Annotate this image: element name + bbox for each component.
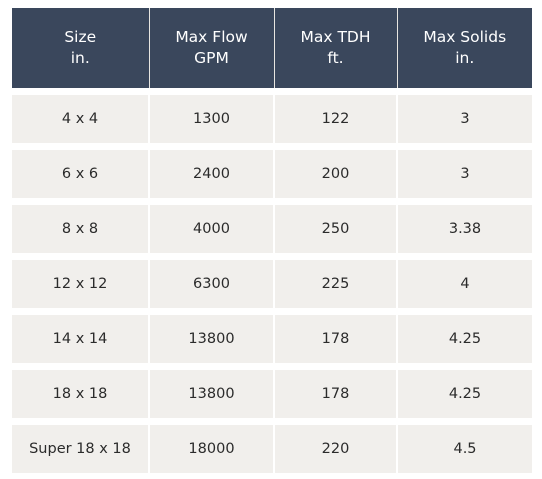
- cell-max-flow: 4000: [149, 198, 275, 257]
- table-row: 6 x 6 2400 200 3: [12, 143, 532, 202]
- table-body: 4 x 4 1300 122 3 6 x 6 2400 200 3 8 x 8 …: [12, 88, 532, 473]
- cell-max-solids: 3: [397, 88, 532, 147]
- header-row: Size in. Max Flow GPM Max TDH ft. Max So…: [12, 8, 532, 92]
- header-max-solids-label: Max Solids: [423, 28, 507, 46]
- header-max-tdh-label: Max TDH: [300, 28, 371, 46]
- cell-max-tdh: 178: [274, 363, 398, 422]
- header-max-tdh-unit: ft.: [327, 49, 344, 67]
- cell-max-solids: 4.25: [397, 308, 532, 367]
- table-row: 12 x 12 6300 225 4: [12, 253, 532, 312]
- cell-max-solids: 4: [397, 253, 532, 312]
- cell-max-tdh: 178: [274, 308, 398, 367]
- cell-max-tdh: 122: [274, 88, 398, 147]
- header-max-solids-unit: in.: [455, 49, 475, 67]
- cell-max-flow: 2400: [149, 143, 275, 202]
- cell-max-tdh: 200: [274, 143, 398, 202]
- cell-max-tdh: 250: [274, 198, 398, 257]
- cell-max-solids: 3.38: [397, 198, 532, 257]
- cell-max-flow: 1300: [149, 88, 275, 147]
- cell-max-flow: 18000: [149, 418, 275, 473]
- header-size-unit: in.: [70, 49, 90, 67]
- header-max-solids: Max Solids in.: [397, 8, 532, 92]
- cell-max-flow: 13800: [149, 308, 275, 367]
- cell-size: 12 x 12: [12, 253, 150, 312]
- header-max-tdh: Max TDH ft.: [274, 8, 398, 92]
- pump-spec-table: Size in. Max Flow GPM Max TDH ft. Max So…: [12, 8, 532, 473]
- table-row: 18 x 18 13800 178 4.25: [12, 363, 532, 422]
- cell-size: Super 18 x 18: [12, 418, 150, 473]
- header-size-label: Size: [64, 28, 97, 46]
- cell-size: 8 x 8: [12, 198, 150, 257]
- table-header: Size in. Max Flow GPM Max TDH ft. Max So…: [12, 8, 532, 92]
- cell-size: 18 x 18: [12, 363, 150, 422]
- cell-size: 14 x 14: [12, 308, 150, 367]
- cell-max-solids: 3: [397, 143, 532, 202]
- cell-max-solids: 4.25: [397, 363, 532, 422]
- cell-max-tdh: 225: [274, 253, 398, 312]
- cell-max-tdh: 220: [274, 418, 398, 473]
- table-row: 4 x 4 1300 122 3: [12, 88, 532, 147]
- cell-size: 4 x 4: [12, 88, 150, 147]
- table-row: Super 18 x 18 18000 220 4.5: [12, 418, 532, 473]
- header-size: Size in.: [12, 8, 150, 92]
- table-row: 14 x 14 13800 178 4.25: [12, 308, 532, 367]
- cell-max-solids: 4.5: [397, 418, 532, 473]
- header-max-flow: Max Flow GPM: [149, 8, 275, 92]
- header-max-flow-label: Max Flow: [175, 28, 248, 46]
- cell-size: 6 x 6: [12, 143, 150, 202]
- header-max-flow-unit: GPM: [194, 49, 229, 67]
- table-row: 8 x 8 4000 250 3.38: [12, 198, 532, 257]
- cell-max-flow: 13800: [149, 363, 275, 422]
- cell-max-flow: 6300: [149, 253, 275, 312]
